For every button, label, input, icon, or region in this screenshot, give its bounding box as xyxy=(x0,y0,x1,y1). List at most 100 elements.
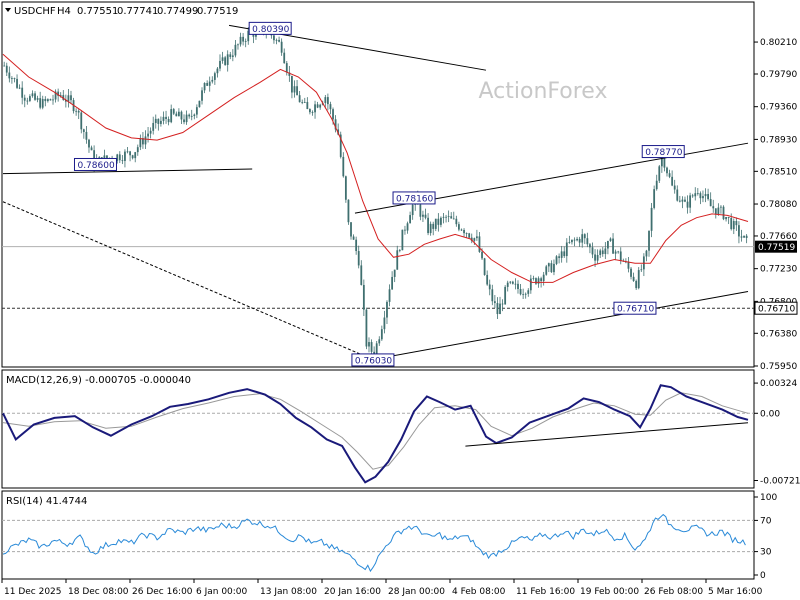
candle-body xyxy=(586,238,589,245)
candle xyxy=(347,199,350,225)
candle xyxy=(3,61,6,67)
candle xyxy=(434,218,437,232)
candle xyxy=(8,66,11,83)
candle-body xyxy=(357,251,360,266)
candle-body xyxy=(607,240,609,249)
candle xyxy=(339,131,342,159)
candle xyxy=(291,75,293,99)
candle xyxy=(116,153,119,164)
candle xyxy=(221,51,224,64)
candle xyxy=(16,74,18,89)
price-panel[interactable]: ActionForex 0.80390 0.78600 0.78160 0.78770… xyxy=(1,1,798,372)
candle-body xyxy=(314,104,316,113)
macd-panel[interactable]: 0.00324 0.00 -0.00721 MACD(12,26,9) -0.000… xyxy=(1,369,800,489)
candle xyxy=(31,90,34,98)
price-annotation: 0.76030 xyxy=(351,353,395,367)
candle-body xyxy=(517,283,519,290)
candle-body xyxy=(198,100,201,108)
annotation-label: 0.80390 xyxy=(252,25,289,35)
price-axis-label: 0.78510 xyxy=(760,167,797,177)
candle xyxy=(46,98,49,103)
candle xyxy=(604,242,607,260)
candle-body xyxy=(77,110,80,113)
candle-body xyxy=(702,196,704,199)
candle-body xyxy=(319,104,322,108)
candle xyxy=(303,97,306,104)
candle-body xyxy=(242,36,245,42)
candle-body xyxy=(131,155,134,159)
candle xyxy=(11,76,13,84)
triangle-down-icon[interactable] xyxy=(5,8,11,12)
candle xyxy=(694,187,697,201)
candle xyxy=(427,213,429,236)
candle-body xyxy=(511,281,514,284)
candle xyxy=(234,39,237,58)
price-axis-label: 0.76380 xyxy=(760,329,797,339)
candle xyxy=(355,236,358,255)
candle xyxy=(555,255,558,266)
candle-body xyxy=(727,217,730,218)
candle xyxy=(190,109,193,121)
candle-body xyxy=(165,116,167,119)
candle xyxy=(440,216,442,228)
candle-body xyxy=(673,185,676,190)
annotation-label: 0.78600 xyxy=(77,161,114,171)
candle-body xyxy=(542,274,545,282)
candle-body xyxy=(188,114,191,117)
candle xyxy=(203,82,206,94)
candle xyxy=(34,91,36,101)
candle xyxy=(211,76,214,84)
candle xyxy=(468,232,471,239)
candle xyxy=(601,247,604,257)
candle xyxy=(532,275,535,281)
candle xyxy=(142,132,144,149)
candle xyxy=(28,94,31,103)
candle xyxy=(26,97,29,105)
candle-body xyxy=(450,216,453,219)
candle-body xyxy=(578,238,581,243)
candle-body xyxy=(694,193,697,197)
candle xyxy=(650,202,653,238)
candle-body xyxy=(576,238,578,241)
candle-body xyxy=(745,235,748,239)
candle-body xyxy=(129,151,131,156)
candle-body xyxy=(288,72,291,76)
candle-body xyxy=(468,233,471,238)
candle-body xyxy=(80,112,83,130)
candle-body xyxy=(116,154,119,161)
candle-body xyxy=(627,261,630,269)
candle xyxy=(517,280,519,294)
candle-body xyxy=(491,289,494,302)
candle xyxy=(216,67,219,78)
candle-body xyxy=(213,73,216,80)
candle-body xyxy=(483,258,486,275)
candle xyxy=(41,95,44,110)
candle-body xyxy=(54,91,57,100)
candle xyxy=(239,32,242,47)
candle-body xyxy=(445,216,447,218)
chart-symbol: USDCHF xyxy=(14,6,56,17)
candle xyxy=(124,149,126,168)
macd-axis-label: -0.00721 xyxy=(760,477,800,487)
rsi-panel[interactable]: 100 70 30 0 RSI(14) 41.4744 xyxy=(1,490,777,581)
candle-body xyxy=(486,274,489,285)
candle-body xyxy=(704,194,707,197)
candle xyxy=(475,229,478,241)
candle-body xyxy=(273,35,275,41)
candle xyxy=(422,210,424,223)
candle-body xyxy=(342,156,345,177)
price-axis-label: 0.80210 xyxy=(760,38,797,48)
candle xyxy=(208,76,211,92)
candle-body xyxy=(147,133,149,137)
candle xyxy=(591,242,594,259)
candle xyxy=(458,221,460,232)
candle-body xyxy=(529,278,532,291)
candle xyxy=(743,235,745,238)
candle-body xyxy=(82,129,85,132)
annotation-box xyxy=(641,145,685,159)
candle xyxy=(709,192,712,207)
time-axis-label: 6 Jan 00:00 xyxy=(196,587,248,597)
time-axis-label: 19 Feb 00:00 xyxy=(580,587,639,597)
macd-trendline xyxy=(465,422,749,447)
candle-body xyxy=(452,218,455,220)
